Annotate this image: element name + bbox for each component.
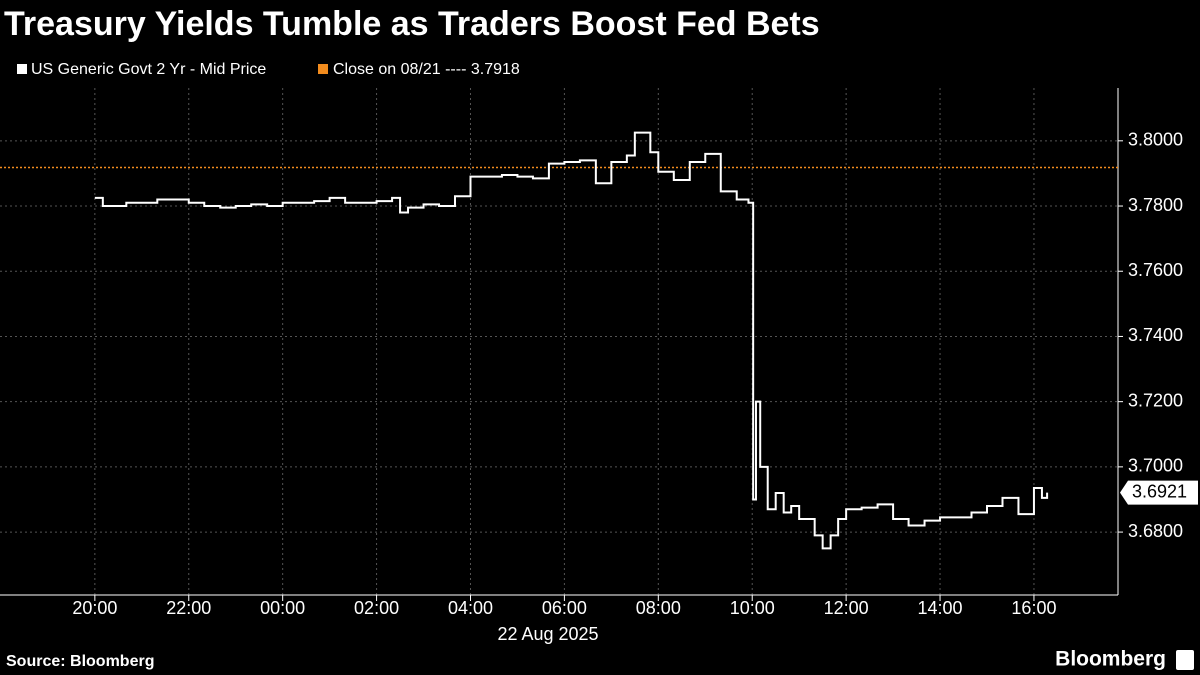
brand-icon — [1176, 650, 1194, 670]
y-tick-label: 3.7800 — [1128, 195, 1183, 215]
y-tick-label: 3.8000 — [1128, 130, 1183, 150]
x-tick-label: 14:00 — [918, 598, 963, 618]
legend-swatch — [17, 64, 27, 74]
x-tick-label: 04:00 — [448, 598, 493, 618]
y-tick-label: 3.7600 — [1128, 260, 1183, 280]
x-tick-label: 06:00 — [542, 598, 587, 618]
x-tick-label: 22:00 — [166, 598, 211, 618]
legend-swatch — [318, 64, 328, 74]
y-tick-label: 3.7400 — [1128, 325, 1183, 345]
x-axis-label: 22 Aug 2025 — [497, 624, 598, 644]
x-tick-label: 16:00 — [1011, 598, 1056, 618]
brand: Bloomberg — [1055, 648, 1166, 671]
x-tick-label: 02:00 — [354, 598, 399, 618]
y-tick-label: 3.7000 — [1128, 456, 1183, 476]
legend-value: 3.7918 — [471, 61, 520, 78]
chart-title: Treasury Yields Tumble as Traders Boost … — [4, 5, 820, 43]
x-tick-label: 08:00 — [636, 598, 681, 618]
x-tick-label: 00:00 — [260, 598, 305, 618]
y-tick-label: 3.7200 — [1128, 390, 1183, 410]
last-value-box — [1120, 480, 1198, 505]
last-value-label: 3.6921 — [1132, 481, 1187, 501]
y-tick-label: 3.6800 — [1128, 521, 1183, 541]
x-tick-label: 12:00 — [824, 598, 869, 618]
source: Source: Bloomberg — [6, 653, 154, 670]
x-tick-label: 20:00 — [72, 598, 117, 618]
line-series — [94, 131, 1049, 550]
x-tick-label: 10:00 — [730, 598, 775, 618]
legend-label: Close on 08/21 ---- 3.7918 — [333, 61, 520, 78]
legend-text: Close on 08/21 ---- — [333, 61, 466, 78]
legend-label: US Generic Govt 2 Yr - Mid Price — [31, 61, 266, 78]
